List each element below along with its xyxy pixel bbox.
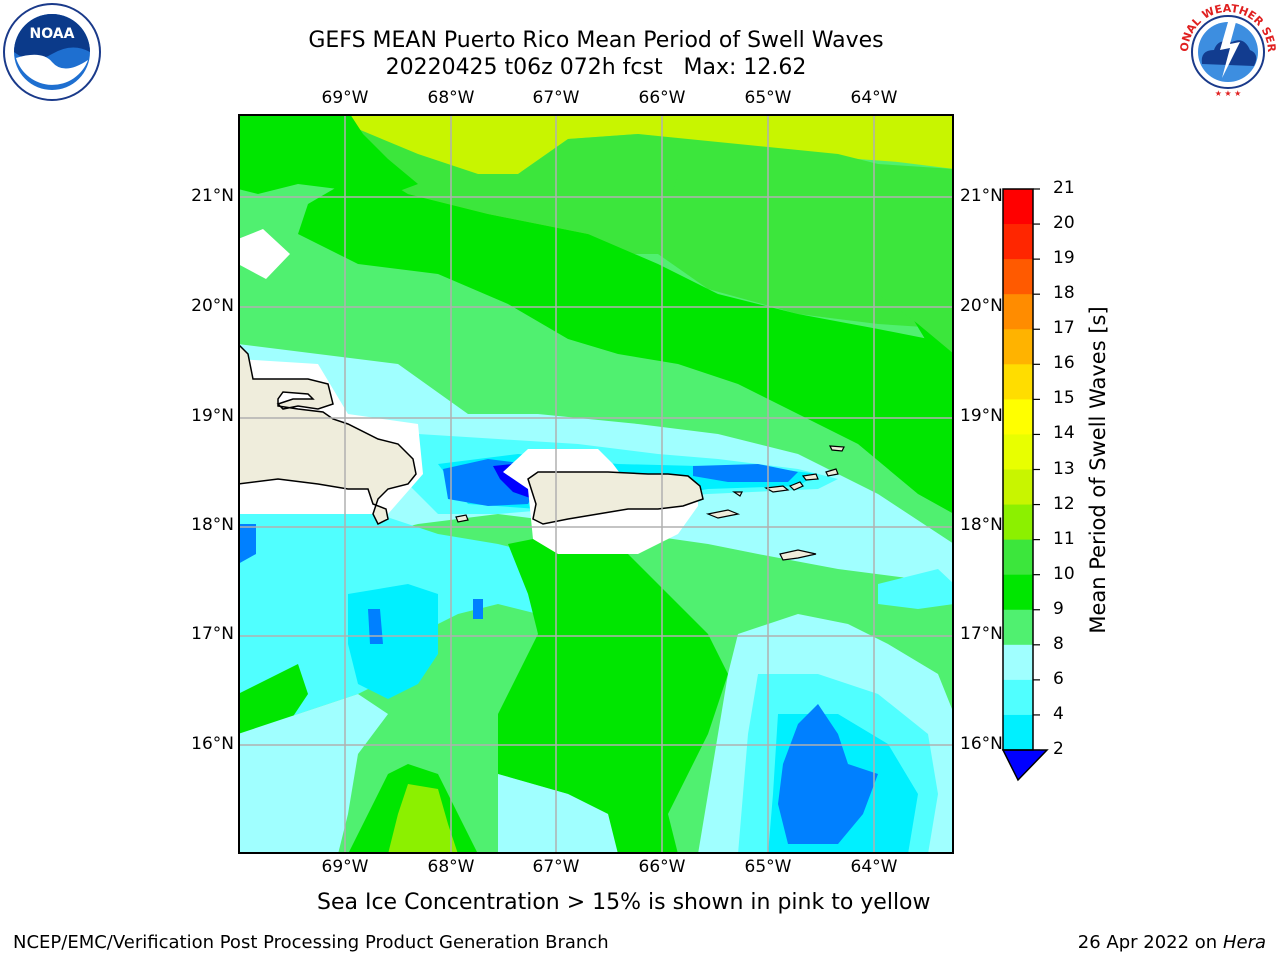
lat-label-right-18n: 18°N: [960, 515, 1003, 535]
credit-left: NCEP/EMC/Verification Post Processing Pr…: [13, 932, 609, 953]
lat-label-right-19n: 19°N: [960, 406, 1003, 426]
lon-label-top-64w: 64°W: [850, 88, 898, 108]
colorbar-segment: [1003, 329, 1033, 365]
colorbar-tick-label: 17: [1053, 318, 1075, 339]
land-st-croix: [779, 549, 817, 561]
colorbar-segment: [1003, 399, 1033, 435]
colorbar-tick-label: 19: [1053, 248, 1075, 269]
noaa-logo: NOAA: [2, 2, 102, 106]
map-gridlines: [238, 114, 954, 854]
land-virgin-gorda: [825, 468, 839, 477]
colorbar-tick-label: 10: [1053, 563, 1075, 584]
chart-title: GEFS MEAN Puerto Rico Mean Period of Swe…: [308, 28, 884, 53]
colorbar-segment: [1003, 224, 1033, 260]
credit-right: 26 Apr 2022 on Hera: [1078, 932, 1266, 953]
lat-label-left-20n: 20°N: [191, 296, 234, 316]
land-st-john: [788, 481, 804, 491]
nws-logo: NATIONAL WEATHER SERVICE ★ ★ ★: [1173, 0, 1278, 106]
contour-11-12-east: [658, 174, 954, 354]
no-data-patch: [238, 229, 290, 279]
lat-label-left-19n: 19°N: [191, 406, 234, 426]
colorbar-segment: [1003, 644, 1033, 681]
land-tortola: [801, 473, 819, 481]
lon-label-top-68w: 68°W: [427, 88, 475, 108]
land-anegada: [828, 445, 845, 452]
lat-label-left-17n: 17°N: [191, 624, 234, 644]
noaa-logo-text: NOAA: [30, 26, 75, 42]
lon-label-bottom-64w: 64°W: [850, 857, 898, 877]
contour-below-2-west: [493, 464, 533, 499]
colorbar-tick-label: 16: [1053, 353, 1075, 374]
colorbar-segment: [1003, 434, 1033, 470]
lat-label-right-16n: 16°N: [960, 734, 1003, 754]
contour-e-cyan: [878, 569, 954, 609]
lat-label-right-21n: 21°N: [960, 186, 1003, 206]
land-st-thomas: [764, 485, 790, 493]
land-vieques: [705, 509, 741, 519]
lon-label-top-69w: 69°W: [321, 88, 369, 108]
colorbar-segment: [1003, 259, 1033, 295]
colorbar-segment: [1003, 714, 1033, 751]
contour-w-blue: [238, 524, 256, 564]
colorbar-tick-label: 8: [1053, 633, 1064, 654]
colorbar-segment: [1003, 294, 1033, 330]
credit-date: 26 Apr 2022 on: [1077, 932, 1223, 953]
contour-s-blue: [473, 599, 483, 619]
colorbar-frame: [1002, 188, 1034, 751]
map-frame: [238, 114, 954, 854]
lon-label-top-66w: 66°W: [638, 88, 686, 108]
lat-label-right-17n: 17°N: [960, 624, 1003, 644]
colorbar-segment: [1003, 364, 1033, 400]
colorbar-tick-label: 15: [1053, 388, 1075, 409]
contour-se-blue: [778, 704, 878, 844]
swell-period-map: [238, 114, 954, 854]
colorbar-segment: [1003, 504, 1033, 541]
lon-label-bottom-67w: 67°W: [532, 857, 580, 877]
land-puerto-rico: [527, 471, 704, 525]
colorbar-tick-label: 6: [1053, 668, 1064, 689]
contour-south-yellowgreen: [388, 784, 458, 854]
colorbar-tick-label: 21: [1053, 178, 1075, 198]
lon-label-top-67w: 67°W: [532, 88, 580, 108]
lon-label-bottom-68w: 68°W: [427, 857, 475, 877]
colorbar-tick-label: 4: [1053, 703, 1064, 724]
lat-label-right-20n: 20°N: [960, 296, 1003, 316]
sea-ice-note: Sea Ice Concentration > 15% is shown in …: [317, 890, 931, 915]
chart-subtitle: 20220425 t06z 072h fcst Max: 12.62: [385, 55, 807, 80]
contour-south-lightcyan: [238, 694, 388, 854]
colorbar-tick-label: 20: [1053, 213, 1075, 234]
lon-label-bottom-66w: 66°W: [638, 857, 686, 877]
lat-label-left-21n: 21°N: [191, 186, 234, 206]
lon-label-bottom-65w: 65°W: [744, 857, 792, 877]
svg-text:★ ★ ★: ★ ★ ★: [1215, 89, 1242, 98]
contour-12-13-band: [348, 114, 954, 254]
colorbar-segment: [1003, 189, 1033, 225]
land-hispaniola: [238, 342, 417, 526]
lat-label-left-16n: 16°N: [191, 734, 234, 754]
colorbar-segment: [1003, 539, 1033, 576]
contour-south-lightcyan-2: [498, 774, 618, 854]
contour-10-11-band: [298, 169, 954, 514]
colorbar-label: Mean Period of Swell Waves [s]: [1086, 306, 1110, 634]
colorbar-tick-label: 14: [1053, 423, 1075, 444]
colorbar-segment: [1003, 469, 1033, 506]
colorbar-tick-label: 12: [1053, 493, 1075, 514]
contour-2-4-east: [693, 464, 798, 482]
colorbar-tick-label: 18: [1053, 283, 1075, 304]
land-mona: [455, 514, 469, 523]
land-culebra: [732, 491, 743, 497]
lon-label-bottom-69w: 69°W: [321, 857, 369, 877]
colorbar-tick-label: 9: [1053, 598, 1064, 619]
credit-machine: Hera: [1222, 932, 1266, 953]
colorbar-tick-label: 11: [1053, 528, 1075, 549]
lat-label-left-18n: 18°N: [191, 515, 234, 535]
colorbar-segment: [1003, 679, 1033, 716]
colorbar-tick-label: 2: [1053, 739, 1064, 759]
lon-label-top-65w: 65°W: [744, 88, 792, 108]
colorbar-tick-label: 13: [1053, 458, 1075, 479]
colorbar-segment: [1003, 609, 1033, 646]
colorbar-extend-triangle: [1001, 749, 1049, 782]
colorbar: [1001, 188, 1049, 782]
colorbar-segment: [1003, 574, 1033, 611]
